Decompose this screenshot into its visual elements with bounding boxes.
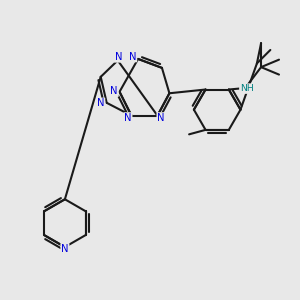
Text: N: N — [61, 244, 69, 254]
Text: N: N — [124, 113, 132, 123]
Text: NH: NH — [240, 84, 253, 93]
Text: N: N — [97, 98, 104, 108]
Text: N: N — [110, 86, 118, 96]
Text: N: N — [157, 113, 165, 123]
Text: N: N — [115, 52, 122, 62]
Text: N: N — [129, 52, 136, 61]
